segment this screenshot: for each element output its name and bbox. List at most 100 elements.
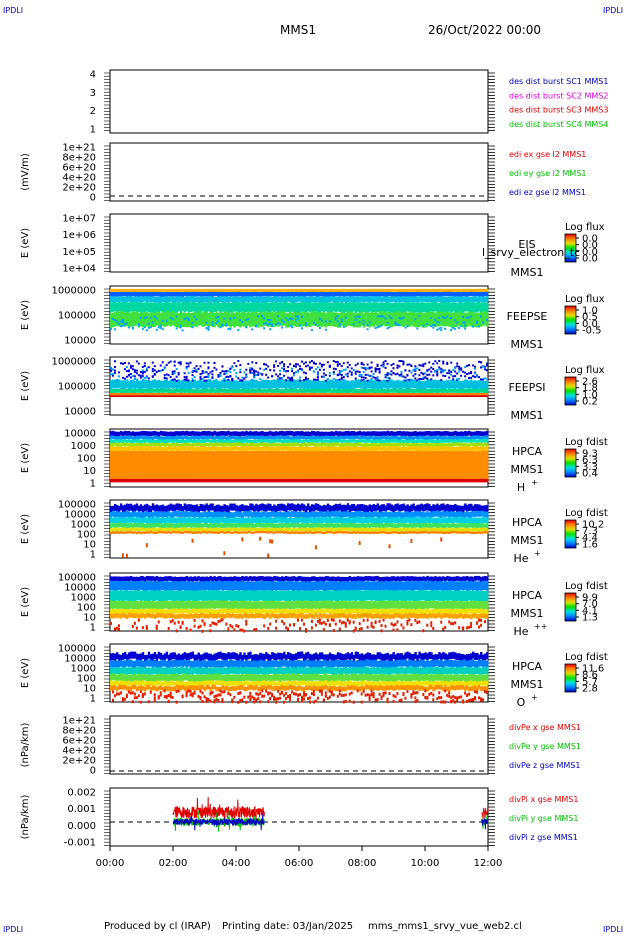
spectrogram-cell [257,296,260,303]
spectrogram-cell [131,439,135,444]
spectrogram-cell [281,430,284,436]
spectrogram-cell [225,291,228,297]
instrument-label: EIS [518,238,535,251]
spectrogram-cell [275,301,278,312]
spectrogram-cell [314,445,318,451]
spectrogram-cell [398,436,401,440]
spectrogram-cell [163,478,167,483]
spectrogram-speck [269,369,272,372]
spectrogram-cell [251,311,254,327]
spectrogram-speck [207,325,210,328]
spectrogram-cell [426,389,429,394]
spectrogram-cell [165,288,169,292]
spectrogram-cell [338,431,342,436]
spectrogram-cell [185,445,188,451]
spectrogram-cell [293,478,296,483]
spectrogram-cell [273,436,276,440]
spectrogram-cell [217,388,220,393]
spectrogram-speck [456,365,459,368]
spectrogram-speck [382,361,385,364]
spectrogram-cell [486,438,489,443]
spectrogram-cell [219,505,222,513]
spectrogram-cell [480,380,483,389]
spectrogram-cell [362,388,366,393]
spectrogram-cell [396,431,399,436]
spectrogram-cell [239,288,242,292]
spectrogram-cell [396,311,399,326]
spectrogram-cell [251,381,254,390]
spectrogram-speck [340,373,343,376]
spectrogram-cell [121,392,125,396]
spectrogram-cell [195,523,198,528]
spectrogram-cell [293,523,296,529]
spectrogram-cell [482,395,485,398]
spectrogram-cell [151,523,155,528]
spectrogram-cell [121,388,125,393]
spectrogram-cell [344,296,348,303]
spectrogram-cell [420,311,423,327]
spectrogram-speck [328,371,331,374]
spectrogram-speck [438,321,441,324]
spectrogram-cell [115,451,119,479]
spectrogram-cell [189,439,192,443]
spectrogram-cell [157,431,161,437]
spectrogram-cell [110,288,113,292]
spectrogram-cell [470,388,473,393]
spectrogram-cell [402,435,405,440]
spectrogram-speck [384,360,387,363]
spectrogram-cell [135,435,139,440]
spectrogram-cell [434,301,437,312]
y-tick-label: 10000 [64,429,96,440]
spectrogram-speck [402,316,405,319]
spectrogram-cell [406,451,409,479]
spectrogram-cell [243,392,246,396]
spectrogram-cell [406,301,409,312]
spectrogram-cell [354,478,358,483]
spectrogram-cell [472,392,475,396]
spectrogram-cell [115,392,119,396]
spectrogram-speck [111,318,114,321]
spectrogram-cell [127,451,131,479]
spectrogram-cell [289,439,292,443]
spectrogram-cell [372,302,375,313]
spectrogram-cell [476,392,479,396]
spectrogram-cell [452,478,455,483]
spectrogram-cell [111,528,115,532]
spectrogram-cell [263,527,266,531]
spectrogram-cell [368,446,372,452]
spectrogram-cell [273,379,276,389]
spectrogram-speck [139,376,142,379]
spectrogram-speck [422,377,425,380]
spectrogram-cell [456,303,459,313]
spectrogram-cell [231,446,234,452]
legend-entry: des dist burst SC3 MMS3 [509,106,608,115]
spectrogram-cell [285,439,288,444]
spectrogram-cell [169,395,173,398]
spectrogram-cell [137,523,141,528]
spectrogram-cell [239,504,242,512]
spectrogram-speck [251,379,254,382]
spectrogram-speck [235,375,238,378]
spectrogram-cell [456,288,459,292]
spectrogram-cell [179,451,183,479]
spectrogram-cell [191,435,194,440]
spectrogram-cell [440,292,443,297]
spectrogram-cell [157,517,161,523]
spectrogram-speck [378,367,381,370]
spectrogram-cell [195,392,198,396]
spectrogram-cell [153,531,157,535]
y-tick-label: 1000000 [51,286,96,297]
spectrogram-cell [127,446,131,452]
spectrogram-speck [386,379,389,382]
spectrogram-cell [486,435,489,440]
spectrogram-cell [143,392,147,396]
spectrogram-cell [308,379,312,389]
spectrogram-cell [318,531,322,534]
spectrogram-cell [308,478,312,483]
spectrogram-cell [484,288,487,292]
spectrogram-cell [279,301,282,312]
spectrogram-cell [370,431,374,437]
spectrogram-cell [314,503,318,511]
spectrogram-cell [316,503,320,511]
spectrogram-cell [293,288,296,292]
